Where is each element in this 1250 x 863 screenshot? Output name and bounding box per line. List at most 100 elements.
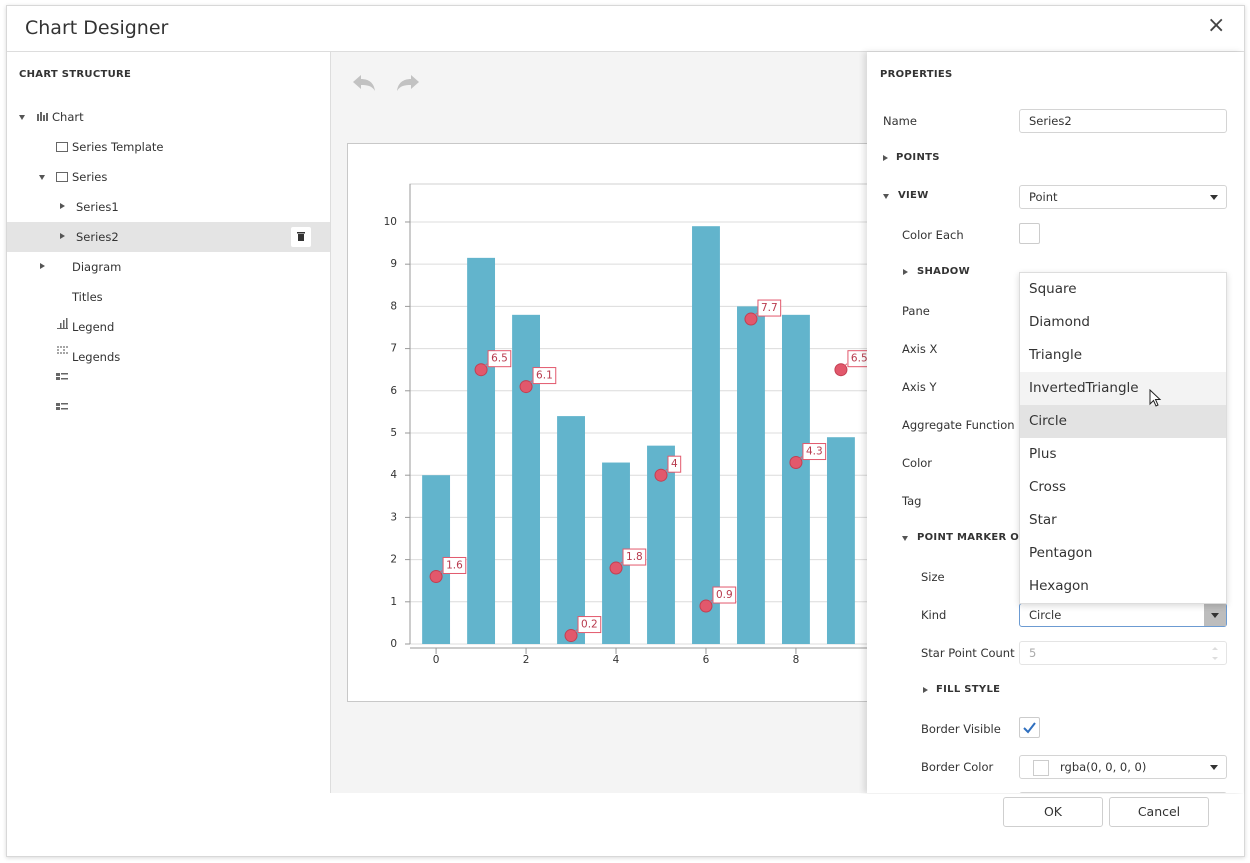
expand-arrow[interactable] <box>902 536 908 541</box>
point-label-box <box>712 586 737 604</box>
y-tick-label: 4 <box>390 469 397 481</box>
section-header[interactable]: POINT MARKER OPTIONS <box>917 532 1063 543</box>
input-value: Circle <box>1029 608 1062 622</box>
close-button[interactable]: × <box>1207 13 1226 38</box>
redo-button[interactable] <box>397 75 419 91</box>
bar <box>782 314 810 644</box>
checkbox[interactable] <box>1019 717 1040 738</box>
option-text: InvertedTriangle <box>1029 380 1139 396</box>
section-header[interactable]: FILL STYLE <box>936 684 1001 695</box>
view-select[interactable]: Point <box>1019 185 1227 209</box>
label-connector <box>840 363 848 371</box>
expand-arrow[interactable] <box>883 194 889 199</box>
point-label: 6.5 <box>851 353 867 365</box>
prop-label: Size <box>921 570 945 584</box>
tree-item[interactable]: Series Template <box>72 140 164 154</box>
dropdown-option[interactable]: Hexagon <box>1020 570 1226 603</box>
dropdown-option[interactable]: Plus <box>1020 438 1226 471</box>
dialog-title: Chart Designer <box>25 17 169 39</box>
option-text: Pentagon <box>1029 545 1093 561</box>
expand-arrow[interactable] <box>60 233 65 239</box>
y-tick-label: 6 <box>390 385 397 397</box>
dropdown-option[interactable]: Circle <box>1020 405 1226 438</box>
structure-panel: CHART STRUCTURE Chart Series Template Se… <box>7 52 331 793</box>
input-value: Series2 <box>1029 114 1072 128</box>
prop-label: Star Point Count <box>921 646 1015 660</box>
expand-arrow[interactable] <box>923 687 928 693</box>
y-tick-label: 0 <box>390 638 397 650</box>
check-mark <box>1023 722 1036 734</box>
option-text: Square <box>1029 281 1077 297</box>
point-label: 4 <box>671 458 678 470</box>
footer: OK Cancel <box>7 794 1243 855</box>
panel-title: PROPERTIES <box>880 69 953 80</box>
tree-item[interactable]: Series2 <box>76 230 119 244</box>
section-header[interactable]: VIEW <box>898 190 929 201</box>
expand-arrow[interactable] <box>39 175 45 180</box>
panel-title: CHART STRUCTURE <box>19 69 132 80</box>
point-label: 4.3 <box>806 446 823 458</box>
label-connector <box>660 468 668 476</box>
expand-arrow[interactable] <box>40 263 45 269</box>
ok-button[interactable]: OK <box>1003 797 1103 827</box>
name-input[interactable]: Series2 <box>1019 109 1227 133</box>
kind-select[interactable]: Circle <box>1019 603 1227 627</box>
label-connector <box>705 599 713 607</box>
history-buttons <box>353 75 419 91</box>
tree-icons <box>37 112 68 410</box>
dropdown-button[interactable] <box>1204 604 1226 626</box>
trash-icon <box>297 232 305 241</box>
color-swatch <box>1033 760 1049 776</box>
expand-arrow[interactable] <box>19 115 25 120</box>
checkbox[interactable] <box>1019 223 1040 244</box>
tree-item[interactable]: Titles <box>72 290 103 304</box>
tree-item[interactable]: Legends <box>72 350 121 364</box>
tree-item[interactable]: Series <box>72 170 108 184</box>
tree-item[interactable]: Diagram <box>72 260 122 274</box>
dropdown-option[interactable]: InvertedTriangle <box>1020 372 1226 405</box>
undo-button[interactable] <box>353 75 375 91</box>
option-text: Triangle <box>1029 347 1083 363</box>
y-tick-label: 10 <box>384 216 397 228</box>
spin-up <box>1212 647 1218 650</box>
label-connector <box>480 363 488 371</box>
expand-arrow[interactable] <box>60 203 65 209</box>
dropdown-option[interactable]: Pentagon <box>1020 537 1226 570</box>
preview-area: 0 1 2 3 4 5 6 7 8 9 10 0 2 4 6 8 1.6 6.5 6.1 0.2 1.8 4 0.9 7.7 4… <box>331 52 867 793</box>
y-tick-label: 3 <box>390 511 397 523</box>
y-tick-label: 5 <box>390 427 397 439</box>
prop-label: Aggregate Function <box>902 418 1015 432</box>
border-color-select[interactable]: rgba(0, 0, 0, 0) <box>1019 755 1227 779</box>
dropdown-option[interactable]: Square <box>1020 273 1226 306</box>
delete-button[interactable] <box>291 227 311 247</box>
point-label-box <box>802 443 827 461</box>
dropdown-list: Square Diamond Triangle InvertedTriangle… <box>1019 272 1227 604</box>
cancel-button[interactable]: Cancel <box>1109 797 1209 827</box>
option-text: Diamond <box>1029 314 1090 330</box>
dropdown-option[interactable]: Star <box>1020 504 1226 537</box>
tree-item[interactable]: Chart <box>52 110 84 124</box>
dropdown-option[interactable]: Cross <box>1020 471 1226 504</box>
dropdown-option[interactable]: Diamond <box>1020 306 1226 339</box>
tree-item[interactable]: Series1 <box>76 200 119 214</box>
section-header[interactable]: SHADOW <box>917 266 970 277</box>
button-text: OK <box>1043 804 1063 819</box>
caret <box>1210 195 1218 200</box>
spin-down <box>1212 657 1218 660</box>
tree-item[interactable]: Legend <box>72 320 115 334</box>
label-connector <box>750 312 758 320</box>
mouse-cursor <box>1149 389 1162 407</box>
prop-label: Kind <box>921 608 947 622</box>
label-connector <box>615 561 623 569</box>
point-label-box <box>847 350 867 368</box>
x-tick-label: 6 <box>703 654 710 666</box>
next-input[interactable] <box>1019 792 1227 793</box>
point-label: 0.2 <box>581 619 598 631</box>
expand-arrow[interactable] <box>883 155 888 161</box>
y-tick-label: 8 <box>390 300 397 312</box>
dropdown-option[interactable]: Triangle <box>1020 339 1226 372</box>
option-text: Plus <box>1029 446 1057 462</box>
expand-arrow[interactable] <box>903 269 908 275</box>
section-header[interactable]: POINTS <box>896 152 940 163</box>
